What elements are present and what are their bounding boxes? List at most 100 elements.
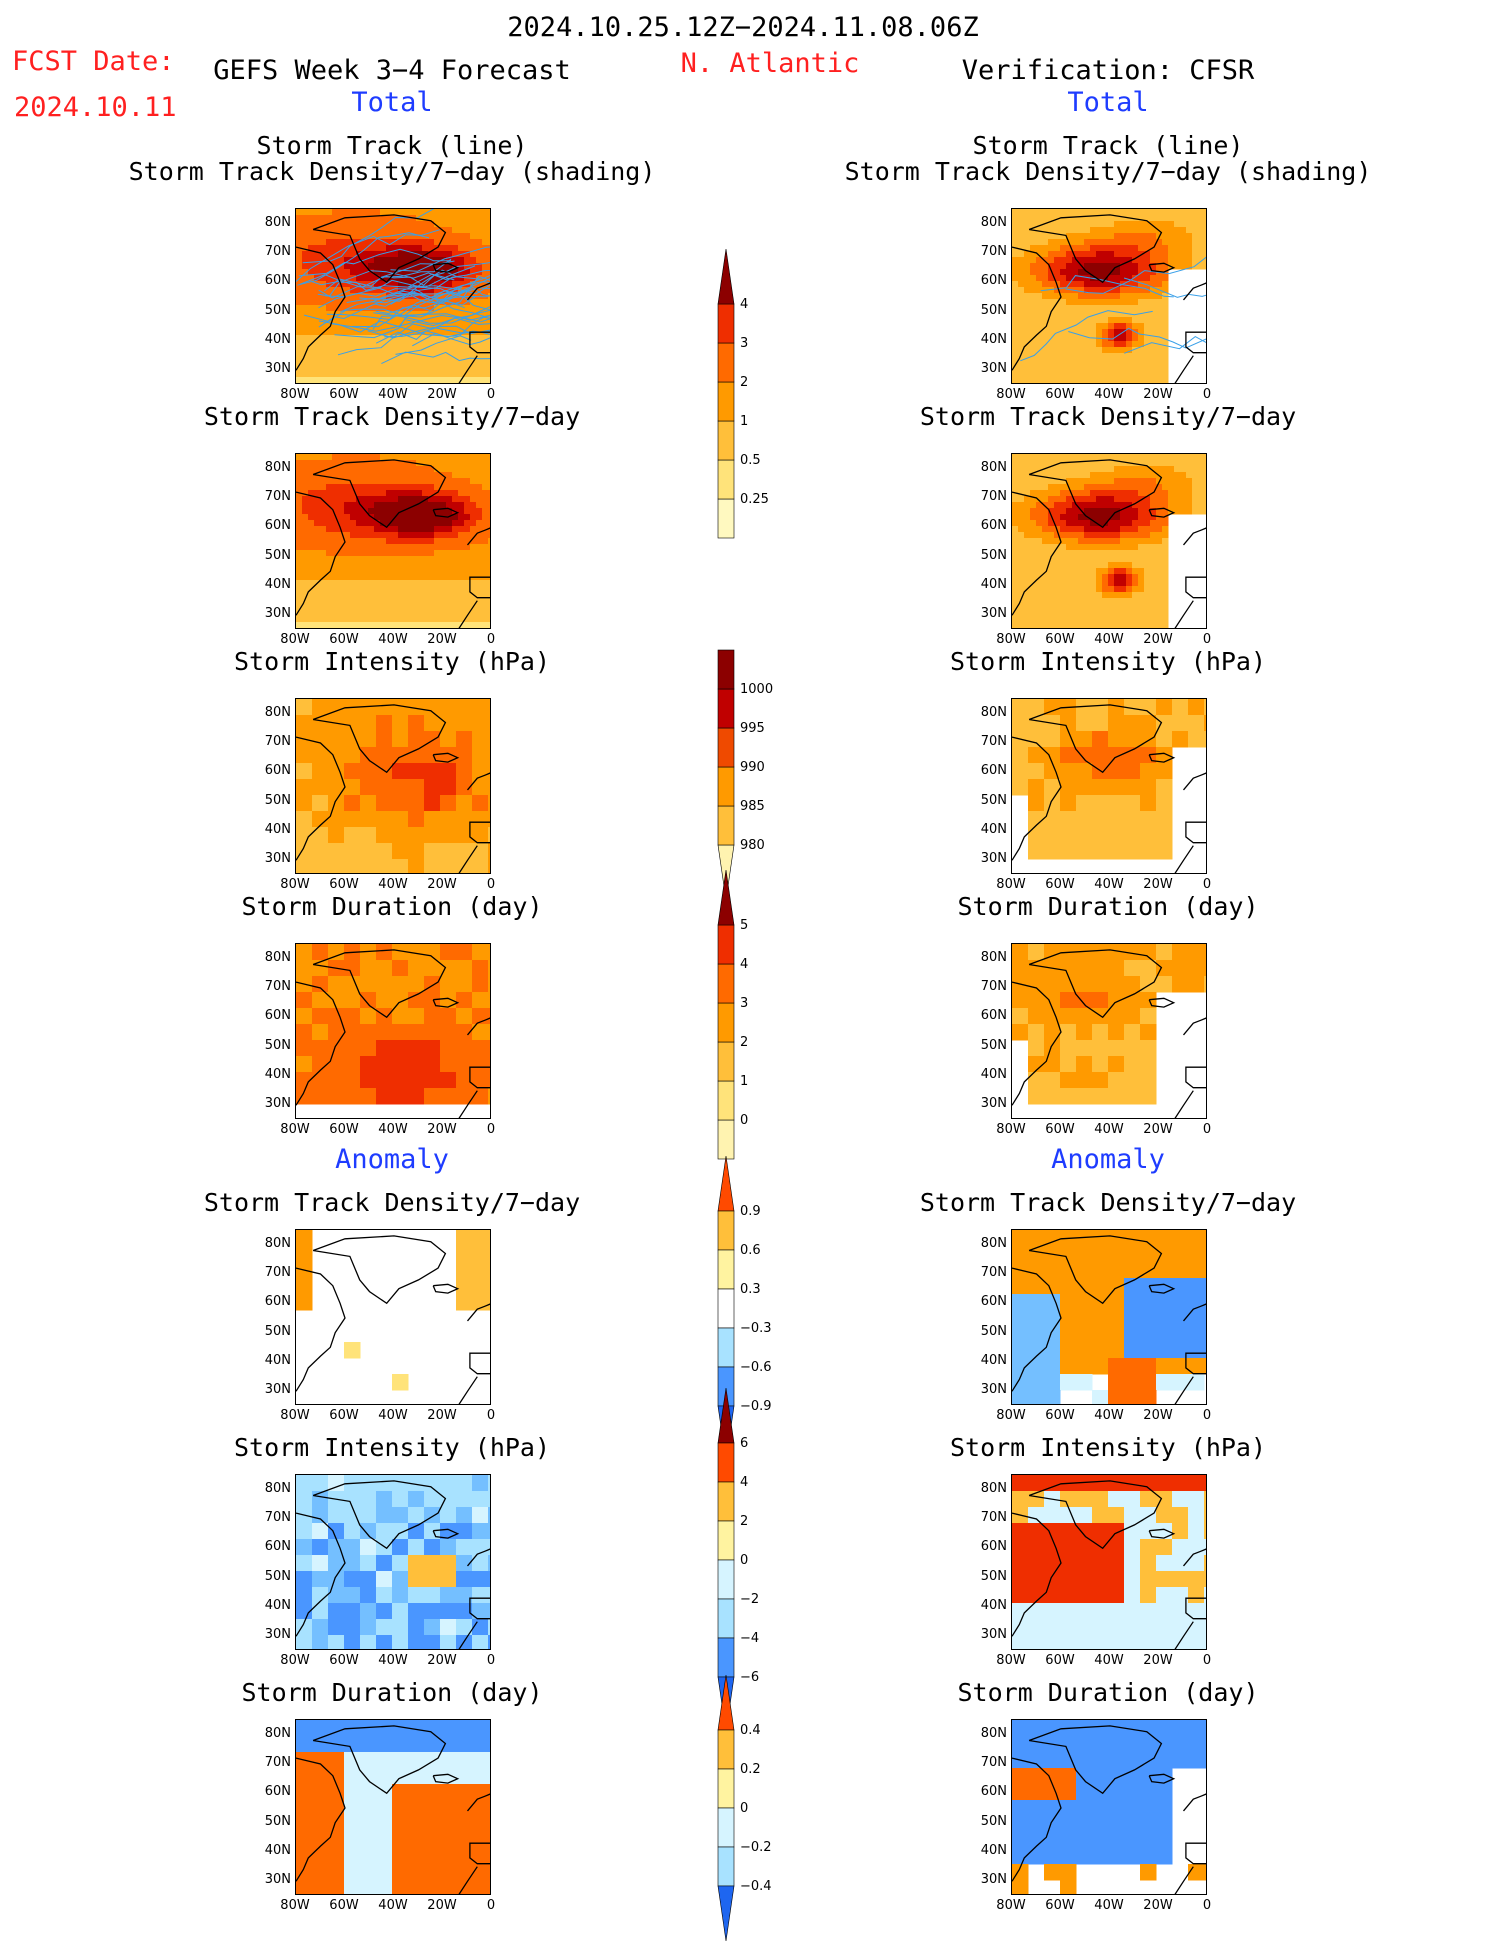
grid-cell xyxy=(1114,233,1121,240)
grid-cell xyxy=(362,544,369,551)
grid-cell xyxy=(1124,1635,1141,1650)
grid-cell xyxy=(1108,329,1115,336)
grid-cell xyxy=(464,383,471,384)
grid-cell xyxy=(472,1587,489,1604)
grid-cell xyxy=(1124,1024,1141,1041)
grid-cell xyxy=(1078,353,1085,360)
grid-cell xyxy=(1120,233,1127,240)
grid-cell xyxy=(296,628,303,629)
grid-cell xyxy=(1012,478,1019,485)
grid-cell xyxy=(1090,562,1097,569)
grid-cell xyxy=(1114,616,1121,623)
grid-cell xyxy=(344,1832,361,1849)
grid-cell xyxy=(320,556,327,563)
grid-cell xyxy=(410,227,417,234)
grid-cell xyxy=(338,454,345,461)
grid-cell xyxy=(1144,598,1151,605)
grid-cell xyxy=(392,526,399,533)
grid-cell xyxy=(1012,299,1019,306)
grid-cell xyxy=(302,383,309,384)
grid-cell xyxy=(1090,610,1097,617)
grid-cell xyxy=(1024,472,1031,479)
grid-cell xyxy=(428,347,435,354)
grid-cell xyxy=(1066,359,1073,366)
grid-cell xyxy=(1144,377,1151,384)
grid-cell xyxy=(1162,317,1169,324)
grid-cell xyxy=(476,520,483,527)
grid-cell xyxy=(482,478,489,485)
grid-cell xyxy=(410,568,417,575)
grid-cell xyxy=(362,275,369,282)
grid-cell xyxy=(1174,484,1181,491)
grid-cell xyxy=(446,251,453,258)
grid-cell xyxy=(350,568,357,575)
grid-cell xyxy=(1132,221,1139,228)
grid-cell xyxy=(1030,281,1037,288)
grid-cell xyxy=(312,1816,329,1833)
grid-cell xyxy=(1054,227,1061,234)
grid-cell xyxy=(482,550,489,557)
grid-cell xyxy=(1138,335,1145,342)
grid-cell xyxy=(398,472,405,479)
grid-cell xyxy=(428,365,435,372)
grid-cell xyxy=(410,622,417,629)
grid-cell xyxy=(328,795,345,812)
grid-cell xyxy=(392,731,409,748)
lat-tick-label: 40N xyxy=(257,332,291,347)
grid-cell xyxy=(440,616,447,623)
grid-cell xyxy=(1138,454,1145,461)
grid-cell xyxy=(1054,377,1061,384)
grid-cell xyxy=(1036,377,1043,384)
grid-cell xyxy=(344,209,351,216)
grid-cell xyxy=(356,353,363,360)
grid-cell xyxy=(344,1008,361,1025)
grid-cell xyxy=(392,622,399,629)
coastline xyxy=(1166,1091,1207,1119)
grid-cell xyxy=(302,209,309,216)
grid-cell xyxy=(392,1571,409,1588)
grid-cell xyxy=(482,490,489,497)
grid-cell xyxy=(1126,484,1133,491)
grid-cell xyxy=(1036,454,1043,461)
grid-cell xyxy=(1162,616,1169,623)
grid-cell xyxy=(326,532,333,539)
grid-cell xyxy=(392,1816,409,1833)
grid-cell xyxy=(1092,1326,1109,1343)
grid-cell xyxy=(360,1736,377,1753)
grid-cell xyxy=(1060,843,1077,860)
grid-cell xyxy=(320,341,327,348)
grid-cell xyxy=(1174,472,1181,479)
grid-cell xyxy=(344,227,351,234)
grid-cell xyxy=(408,1040,425,1057)
grid-cell xyxy=(1092,1571,1109,1588)
grid-cell xyxy=(1108,960,1125,977)
grid-cell xyxy=(1060,1040,1077,1057)
grid-cell xyxy=(356,520,363,527)
grid-cell xyxy=(1090,538,1097,545)
grid-cell xyxy=(1076,1555,1093,1572)
grid-cell xyxy=(1172,1262,1189,1279)
grid-cell xyxy=(338,383,345,384)
grid-cell xyxy=(1140,960,1157,977)
grid-cell xyxy=(362,520,369,527)
grid-cell xyxy=(1072,227,1079,234)
grid-cell xyxy=(1162,550,1169,557)
grid-cell xyxy=(1172,1539,1189,1556)
grid-cell xyxy=(308,550,315,557)
grid-cell xyxy=(1044,1342,1061,1359)
grid-cell xyxy=(398,466,405,473)
grid-cell xyxy=(1114,257,1121,264)
grid-cell xyxy=(1030,347,1037,354)
grid-cell xyxy=(296,622,303,629)
grid-cell xyxy=(1018,329,1025,336)
grid-cell xyxy=(350,604,357,611)
grid-cell xyxy=(1132,293,1139,300)
grid-cell xyxy=(434,496,441,503)
grid-cell xyxy=(1018,269,1025,276)
grid-cell xyxy=(302,622,309,629)
grid-cell xyxy=(1150,341,1157,348)
grid-cell xyxy=(1132,592,1139,599)
grid-cell xyxy=(424,731,441,748)
grid-cell xyxy=(326,616,333,623)
grid-cell xyxy=(326,377,333,384)
